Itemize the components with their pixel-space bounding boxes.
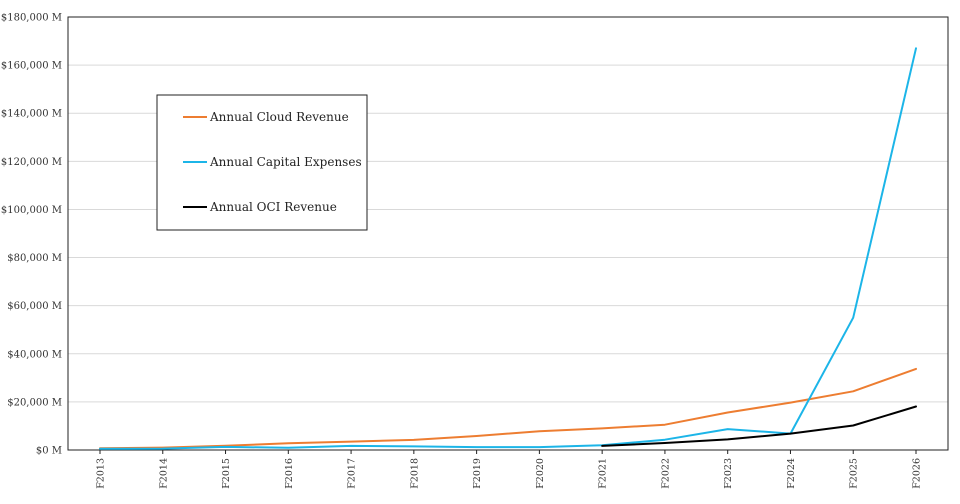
legend-label-annual-capital-expenses: Annual Capital Expenses (209, 155, 362, 169)
series-line-annual-capital-expenses (99, 47, 917, 450)
x-tick-label: F2019 (472, 458, 483, 489)
plot-frame (67, 16, 949, 451)
x-tick-label: F2023 (723, 458, 734, 489)
series-line-annual-oci-revenue (601, 405, 917, 447)
x-tick-label: F2026 (912, 458, 923, 489)
legend-label-annual-cloud-revenue: Annual Cloud Revenue (209, 110, 349, 124)
y-tick-label: $120,000 M (1, 157, 62, 168)
x-tick-label: F2017 (347, 458, 358, 489)
legend-label-annual-oci-revenue: Annual OCI Revenue (209, 200, 337, 214)
x-tick-label: F2016 (284, 458, 295, 489)
y-tick-label: $80,000 M (7, 253, 62, 264)
y-tick-label: $160,000 M (1, 61, 62, 72)
y-tick-label: $0 M (36, 446, 62, 457)
y-tick-label: $60,000 M (7, 301, 62, 312)
x-tick-label: F2022 (660, 458, 671, 489)
y-tick-label: $40,000 M (7, 349, 62, 360)
x-tick-label: F2014 (158, 458, 169, 489)
y-tick-label: $20,000 M (7, 397, 62, 408)
y-axis-ticks: $0 M $20,000 M $40,000 M $60,000 M $80,000 M… (1, 13, 62, 457)
y-tick-label: $180,000 M (1, 13, 62, 24)
x-tick-label: F2013 (96, 458, 107, 489)
x-tick-label: F2015 (221, 458, 232, 489)
y-tick-label: $100,000 M (1, 205, 62, 216)
x-tick-label: F2018 (409, 458, 420, 489)
x-tick-label: F2025 (849, 458, 860, 489)
y-tick-label: $140,000 M (1, 109, 62, 120)
series-lines (99, 47, 917, 450)
x-tick-label: F2020 (535, 458, 546, 489)
x-axis-ticks: F2013 F2014 F2015 F2016 F2017 F2018 F2019 F2020… (96, 450, 923, 489)
x-tick-label: F2024 (786, 458, 797, 489)
x-tick-label: F2021 (598, 458, 609, 489)
series-line-annual-cloud-revenue (99, 367, 917, 450)
legend: Annual Cloud Revenue Annual Capital Expen… (156, 94, 368, 231)
